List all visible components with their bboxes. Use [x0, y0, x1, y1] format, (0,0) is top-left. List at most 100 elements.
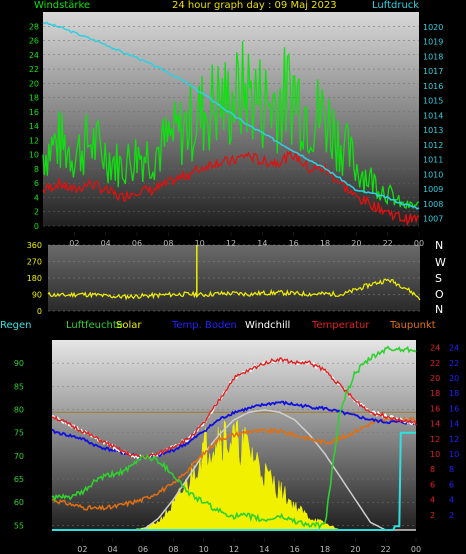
direction-ytick-label: 360 — [27, 241, 42, 250]
temperature-line — [51, 357, 417, 460]
chart1-xtick-label: 12 — [226, 239, 236, 248]
wind-ytick-label: 20 — [29, 79, 39, 88]
dir-north-2: N — [435, 303, 444, 316]
wind-ytick-label: 26 — [29, 37, 39, 46]
dir-south: S — [435, 272, 442, 285]
chart3-xtick-label: 02 — [77, 545, 87, 554]
chart3-xtick-label: 08 — [168, 545, 178, 554]
chart3-xtick-label: 16 — [290, 545, 300, 554]
temp-ytick-label: 8 — [430, 465, 435, 474]
humidity-ytick-label: 60 — [14, 498, 24, 507]
soil-ytick-label: 18 — [449, 389, 459, 398]
wind-ytick-label: 16 — [29, 108, 39, 117]
legend-temp-boden: Temp. Boden — [172, 320, 237, 331]
temp-ytick-label: 2 — [430, 511, 435, 520]
wind-axis-title: Windstärke — [34, 0, 91, 11]
wind-ytick-label: 6 — [34, 179, 39, 188]
wind-ytick-label: 14 — [29, 122, 39, 131]
humidity-ytick-label: 85 — [14, 382, 24, 391]
direction-ytick-label: 0 — [37, 307, 42, 316]
temp-ytick-label: 12 — [430, 435, 440, 444]
direction-line — [47, 278, 421, 301]
pressure-ytick-label: 1020 — [423, 23, 443, 32]
chart3-xtick-label: 10 — [199, 545, 209, 554]
temp-ytick-label: 10 — [430, 450, 440, 459]
dir-west: W — [435, 256, 446, 269]
chart1-xtick-label: 08 — [163, 239, 173, 248]
wind-ytick-label: 4 — [34, 193, 39, 202]
pressure-ytick-label: 1013 — [423, 126, 443, 135]
pressure-ytick-label: 1015 — [423, 97, 443, 106]
pressure-ytick-label: 1011 — [423, 156, 443, 165]
chart3-xtick-label: 04 — [108, 545, 118, 554]
temp-ytick-label: 6 — [430, 480, 435, 489]
wind-ytick-label: 0 — [34, 222, 39, 231]
chart3-xtick-label: 18 — [320, 545, 330, 554]
soil-ytick-label: 2 — [449, 511, 454, 520]
chart1-xtick-label: 16 — [289, 239, 299, 248]
pressure-ytick-label: 1016 — [423, 82, 443, 91]
chart1-xtick-label: 18 — [320, 239, 330, 248]
temp-ytick-label: 24 — [430, 344, 440, 353]
direction-ytick-label: 180 — [27, 274, 42, 283]
chart3-xtick-label: 14 — [259, 545, 269, 554]
soil-ytick-label: 20 — [449, 374, 459, 383]
chart1-xtick-label: 04 — [101, 239, 111, 248]
chart1-xtick-label: 06 — [132, 239, 142, 248]
humidity-ytick-label: 65 — [14, 475, 24, 484]
soil-ytick-label: 22 — [449, 359, 459, 368]
legend-temperatur: Temperatur — [312, 320, 370, 331]
chart1-xtick-label: 02 — [69, 239, 79, 248]
pressure-ytick-label: 1009 — [423, 185, 443, 194]
wind-gust-line — [42, 41, 420, 210]
pressure-ytick-label: 1018 — [423, 52, 443, 61]
temp-ytick-label: 22 — [430, 359, 440, 368]
chart1-xtick-label: 14 — [257, 239, 267, 248]
temp-ytick-label: 16 — [430, 404, 440, 413]
soil-ytick-label: 14 — [449, 420, 459, 429]
legend-luftfeuchte: Luftfeuchte — [66, 320, 123, 331]
direction-ytick-label: 90 — [32, 291, 42, 300]
humidity-ytick-label: 90 — [14, 359, 24, 368]
temp-ytick-label: 20 — [430, 374, 440, 383]
chart3-xtick-label: 06 — [138, 545, 148, 554]
pressure-axis-title: Luftdruck — [372, 0, 420, 11]
legend-taupunkt: Taupunkt — [390, 320, 436, 331]
chart3-xtick-label: 22 — [381, 545, 391, 554]
soil-ytick-label: 8 — [449, 465, 454, 474]
chart1-xtick-label: 20 — [351, 239, 361, 248]
pressure-ytick-label: 1019 — [423, 38, 443, 47]
pressure-ytick-label: 1012 — [423, 141, 443, 150]
soil-ytick-label: 16 — [449, 404, 459, 413]
pressure-ytick-label: 1007 — [423, 215, 443, 224]
wind-ytick-label: 8 — [34, 165, 39, 174]
humidity-ytick-label: 75 — [14, 429, 24, 438]
humidity-ytick-label: 70 — [14, 452, 24, 461]
chart3-xtick-label: 12 — [229, 545, 239, 554]
chart1-xtick-label: 22 — [383, 239, 393, 248]
humidity-line — [51, 345, 417, 530]
wind-average-line — [42, 150, 419, 227]
temp-ytick-label: 14 — [430, 420, 440, 429]
pressure-ytick-label: 1017 — [423, 67, 443, 76]
pressure-ytick-label: 1010 — [423, 170, 443, 179]
soil-ytick-label: 24 — [449, 344, 459, 353]
legend-solar: Solar — [116, 320, 142, 331]
humidity-ytick-label: 55 — [14, 521, 24, 530]
humidity-ytick-label: 80 — [14, 406, 24, 415]
dir-north: N — [435, 239, 444, 252]
temp-ytick-label: 18 — [430, 389, 440, 398]
dewpoint-line — [51, 415, 417, 511]
soil-ytick-label: 10 — [449, 450, 459, 459]
wind-ytick-label: 18 — [29, 94, 39, 103]
legend-windchill: Windchill — [245, 320, 291, 331]
pressure-ytick-label: 1014 — [423, 111, 443, 120]
chart-title: 24 hour graph day : 09 Maj 2023 — [172, 0, 337, 11]
dir-east: O — [435, 288, 444, 301]
rain-line — [52, 431, 416, 531]
soil-temp-line — [52, 400, 417, 460]
pressure-ytick-label: 1008 — [423, 200, 443, 209]
wind-ytick-label: 12 — [29, 136, 39, 145]
wind-ytick-label: 22 — [29, 65, 39, 74]
